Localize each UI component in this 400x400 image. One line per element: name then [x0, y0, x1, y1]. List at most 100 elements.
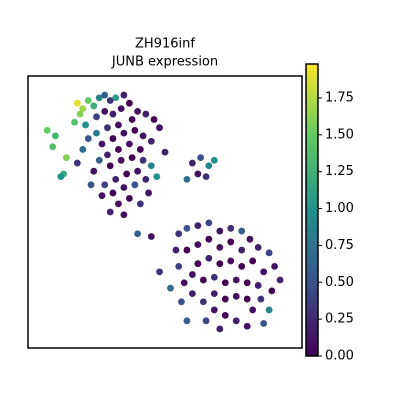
spot	[73, 159, 81, 167]
spot	[93, 129, 100, 137]
spot	[260, 268, 268, 276]
spot	[52, 132, 59, 140]
spot	[221, 295, 229, 303]
spot	[232, 292, 240, 300]
spot	[238, 227, 246, 235]
spot	[117, 156, 125, 164]
spot	[134, 230, 142, 238]
spot	[156, 268, 163, 276]
spot	[249, 257, 257, 265]
spot	[238, 246, 246, 254]
colorbar-tick-label: 0.50	[325, 275, 354, 290]
spot	[232, 276, 240, 284]
spot	[93, 113, 100, 121]
spot	[112, 94, 120, 102]
spot	[161, 148, 169, 156]
spot	[98, 140, 106, 148]
spot	[153, 173, 161, 181]
colorbar-tick-label: 1.75	[325, 90, 354, 105]
spot	[257, 295, 265, 303]
spot	[243, 295, 251, 303]
spot	[109, 135, 117, 142]
spot	[260, 320, 268, 327]
spot	[197, 154, 205, 162]
spot	[109, 110, 117, 118]
spot	[210, 273, 218, 281]
spot	[131, 181, 139, 189]
spot	[90, 102, 98, 110]
colorbar-tick-label: 0.75	[325, 238, 354, 253]
spot	[205, 162, 213, 170]
spot	[268, 287, 276, 295]
spot	[101, 107, 109, 115]
spot	[265, 306, 273, 314]
spot	[106, 97, 114, 104]
spot	[194, 241, 202, 249]
spot	[87, 181, 95, 189]
spot	[106, 208, 114, 216]
spot	[183, 175, 191, 183]
spot	[128, 154, 136, 162]
plot-frame	[27, 75, 303, 349]
spot	[95, 94, 103, 102]
points	[43, 91, 284, 333]
spot	[246, 235, 254, 243]
spot	[134, 107, 142, 115]
spot	[238, 263, 246, 270]
spot	[243, 279, 251, 287]
spot	[131, 126, 139, 134]
colorbar	[305, 63, 319, 357]
spot	[232, 317, 240, 325]
spot	[199, 276, 207, 284]
spot	[98, 192, 106, 200]
spot	[76, 110, 84, 118]
spot	[205, 219, 213, 227]
spot	[227, 257, 235, 265]
spot	[95, 156, 103, 164]
spot	[71, 118, 78, 126]
spot	[227, 238, 235, 246]
spot	[136, 146, 144, 153]
spot	[249, 306, 257, 314]
spot	[156, 124, 163, 132]
spot	[101, 181, 109, 189]
spot	[175, 263, 183, 270]
spot	[194, 222, 202, 230]
spot	[115, 121, 122, 129]
spot	[276, 276, 284, 284]
spot	[194, 170, 202, 178]
spot	[120, 91, 128, 99]
spot	[120, 211, 128, 219]
spot	[172, 246, 180, 254]
spot	[57, 173, 65, 181]
spot	[62, 154, 70, 162]
spot	[254, 243, 262, 251]
spot	[189, 290, 196, 297]
spot	[73, 99, 81, 107]
spot	[221, 279, 229, 287]
spot	[142, 110, 150, 118]
spot	[90, 167, 98, 175]
spot	[147, 137, 155, 145]
spot	[210, 306, 218, 314]
spot	[254, 282, 262, 289]
spot	[189, 271, 196, 278]
spot	[104, 151, 111, 159]
spot	[128, 116, 136, 123]
spot	[101, 91, 109, 99]
spot	[104, 124, 111, 132]
spot	[183, 317, 191, 325]
spot	[216, 227, 224, 235]
spot	[183, 224, 191, 232]
spot	[210, 290, 218, 297]
spot	[82, 121, 89, 129]
spot	[120, 184, 128, 191]
spot	[271, 263, 278, 270]
colorbar-tick-label: 0.25	[325, 312, 354, 327]
spot	[202, 173, 210, 181]
spot	[120, 129, 128, 137]
spot	[189, 159, 196, 167]
spot	[199, 298, 207, 306]
spot	[216, 243, 224, 251]
spot	[178, 298, 185, 306]
